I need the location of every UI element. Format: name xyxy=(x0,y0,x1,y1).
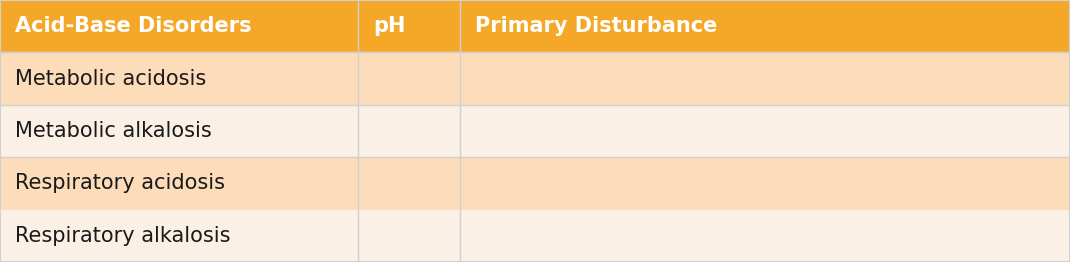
Text: Primary Disturbance: Primary Disturbance xyxy=(475,16,718,36)
Bar xyxy=(460,157,1070,210)
Text: Metabolic acidosis: Metabolic acidosis xyxy=(15,69,207,89)
Bar xyxy=(460,105,1070,157)
Bar xyxy=(460,52,1070,105)
Text: pH: pH xyxy=(373,16,406,36)
Bar xyxy=(358,52,460,105)
Bar xyxy=(0,52,358,105)
Bar xyxy=(460,0,1070,52)
Bar xyxy=(0,105,358,157)
Bar xyxy=(0,210,358,262)
Text: Acid-Base Disorders: Acid-Base Disorders xyxy=(15,16,251,36)
Bar xyxy=(358,210,460,262)
Text: Respiratory alkalosis: Respiratory alkalosis xyxy=(15,226,230,246)
Text: Metabolic alkalosis: Metabolic alkalosis xyxy=(15,121,212,141)
Bar xyxy=(358,157,460,210)
Bar xyxy=(0,0,358,52)
Text: Respiratory acidosis: Respiratory acidosis xyxy=(15,173,225,193)
Bar xyxy=(0,157,358,210)
Bar xyxy=(358,105,460,157)
Bar xyxy=(460,210,1070,262)
Bar xyxy=(358,0,460,52)
